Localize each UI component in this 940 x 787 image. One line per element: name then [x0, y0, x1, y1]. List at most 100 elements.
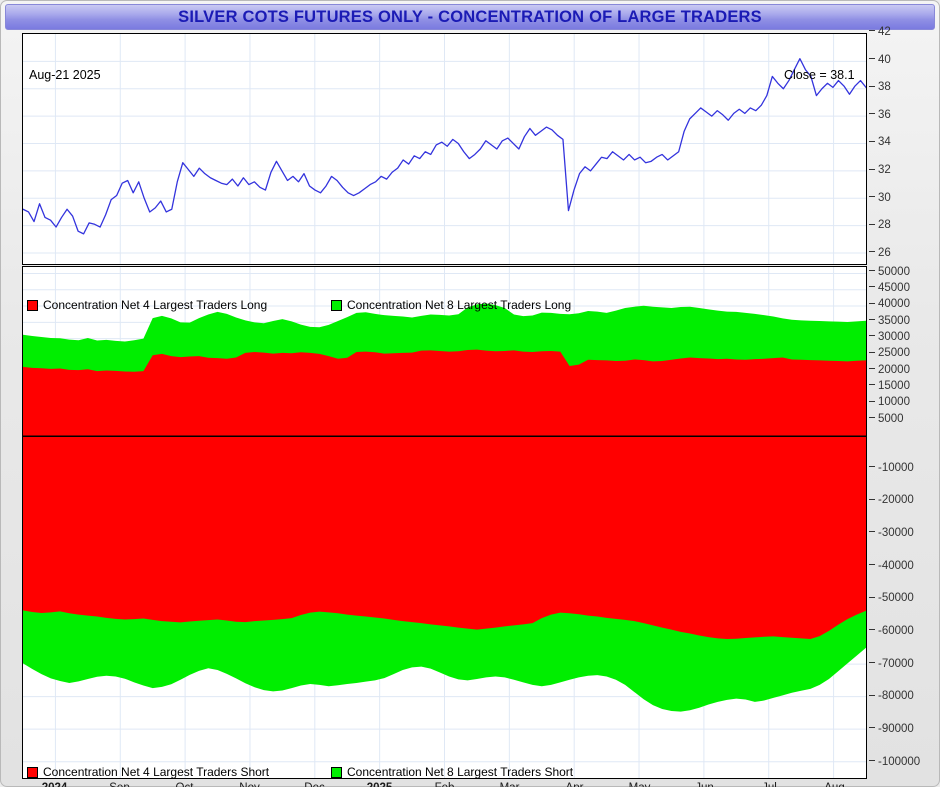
axis-tick-value: -60000 [878, 624, 914, 637]
legend-swatch-icon [331, 299, 342, 311]
x-axis-tick-label: Aug [824, 782, 844, 787]
axis-tick-value: -20000 [878, 494, 914, 507]
axis-tick-value: -50000 [878, 592, 914, 605]
legend-label: Concentration Net 8 Largest Traders Shor… [347, 765, 574, 779]
page-title: SILVER COTS FUTURES ONLY - CONCENTRATION… [178, 7, 762, 26]
axis-tick-value: 40 [878, 53, 891, 66]
axis-tick-mark [869, 286, 875, 288]
axis-tick-label: 15000 [869, 379, 910, 393]
x-axis-tick-label: Apr [566, 782, 584, 787]
legend-short: Concentration Net 4 Largest Traders Shor… [27, 764, 607, 780]
x-axis-tick-label: Dec [304, 782, 324, 787]
axis-tick-mark [869, 319, 875, 321]
axis-tick-mark [869, 368, 875, 370]
axis-tick-label: 35000 [869, 314, 910, 328]
legend-label: Concentration Net 8 Largest Traders Long [347, 298, 572, 312]
axis-tick-label: -100000 [869, 755, 921, 769]
axis-tick-mark [869, 58, 875, 60]
legend-item[interactable]: Concentration Net 4 Largest Traders Shor… [27, 765, 295, 779]
x-axis-tick-label: Feb [435, 782, 455, 787]
title-bar: SILVER COTS FUTURES ONLY - CONCENTRATION… [5, 4, 935, 30]
axis-tick-label: -30000 [869, 526, 914, 540]
axis-tick-value: 20000 [878, 363, 910, 376]
x-axis-tick-label: Sep [109, 782, 129, 787]
close-label: Close = 38.1 [784, 68, 855, 82]
x-axis-tick-label: Jul [762, 782, 777, 787]
area-net4-short [23, 436, 866, 640]
axis-tick-label: 10000 [869, 396, 910, 409]
axis-tick-mark [869, 251, 875, 253]
legend-long: Concentration Net 4 Largest Traders Long… [27, 297, 605, 313]
axis-tick-value: 25000 [878, 347, 910, 360]
x-axis-tick-label: Jun [695, 782, 714, 787]
axis-tick-mark [869, 113, 875, 115]
legend-item[interactable]: Concentration Net 8 Largest Traders Shor… [331, 765, 573, 779]
x-axis-tick-label: Nov [239, 782, 259, 787]
axis-tick-value: 40000 [878, 298, 910, 311]
axis-tick-mark [869, 30, 875, 32]
axis-tick-label: 25000 [869, 347, 910, 360]
axis-tick-label: -10000 [869, 461, 914, 475]
axis-tick-value: 30000 [878, 330, 910, 343]
x-axis: 2024 Sep Oct Nov Dec 2025 Feb Mar Apr May Jun Jul Au… [22, 782, 867, 787]
axis-tick-value: 34 [878, 136, 891, 149]
axis-tick-value: 35000 [878, 314, 910, 327]
axis-tick-label: -90000 [869, 723, 914, 736]
axis-tick-value: 15000 [878, 379, 910, 392]
axis-tick-value: 45000 [878, 281, 910, 294]
axis-tick-mark [869, 596, 875, 598]
axis-tick-value: 36 [878, 108, 891, 121]
axis-tick-value: 32 [878, 164, 891, 177]
axis-tick-mark [869, 270, 875, 271]
axis-tick-value: -100000 [878, 755, 921, 768]
axis-tick-mark [869, 223, 875, 225]
axis-tick-label: -40000 [869, 560, 914, 573]
legend-swatch-icon [331, 766, 342, 778]
axis-tick-mark [869, 727, 875, 729]
legend-item[interactable]: Concentration Net 4 Largest Traders Long [27, 298, 295, 312]
axis-tick-label: 45000 [869, 281, 910, 295]
legend-label: Concentration Net 4 Largest Traders Long [43, 298, 268, 312]
axis-tick-mark [869, 302, 875, 304]
concentration-chart-svg [23, 267, 866, 778]
axis-tick-value: -10000 [878, 461, 914, 474]
axis-tick-label: 40000 [869, 298, 910, 311]
axis-tick-label: 38 [869, 81, 891, 94]
axis-tick-value: 30 [878, 191, 891, 204]
legend-label: Concentration Net 4 Largest Traders Shor… [43, 765, 270, 779]
axis-tick-label: -80000 [869, 691, 914, 703]
axis-tick-mark [869, 168, 875, 170]
legend-swatch-icon [27, 299, 38, 311]
axis-tick-value: -80000 [878, 690, 914, 703]
area-net4-long [23, 349, 866, 437]
axis-tick-value: 42 [878, 26, 891, 38]
axis-tick-label: -60000 [869, 624, 914, 638]
axis-tick-value: 5000 [878, 412, 904, 425]
axis-tick-label: 32 [869, 164, 891, 177]
axis-tick-mark [869, 531, 875, 533]
x-axis-tick-label: 2024 [42, 782, 68, 787]
axis-tick-mark [869, 335, 875, 337]
axis-tick-mark [869, 694, 875, 696]
axis-tick-mark [869, 498, 875, 500]
date-label: Aug-21 2025 [29, 68, 101, 82]
legend-swatch-icon [27, 766, 38, 778]
axis-tick-mark [869, 400, 875, 402]
price-line [23, 58, 866, 235]
axis-tick-label: 28 [869, 220, 891, 232]
axis-tick-label: 5000 [869, 412, 904, 426]
legend-item[interactable]: Concentration Net 8 Largest Traders Long [331, 298, 571, 312]
axis-tick-value: 38 [878, 81, 891, 94]
x-axis-tick-label: Mar [500, 782, 520, 787]
axis-tick-mark [869, 384, 875, 386]
axis-tick-mark [869, 629, 875, 631]
axis-tick-value: -70000 [878, 657, 914, 670]
axis-tick-value: -30000 [878, 526, 914, 539]
axis-tick-value: 26 [878, 246, 891, 259]
axis-tick-mark [869, 760, 875, 762]
x-axis-tick-label: May [629, 782, 651, 787]
axis-tick-label: -70000 [869, 657, 914, 671]
axis-tick-mark [869, 417, 875, 419]
concentration-chart-panel [22, 266, 867, 779]
